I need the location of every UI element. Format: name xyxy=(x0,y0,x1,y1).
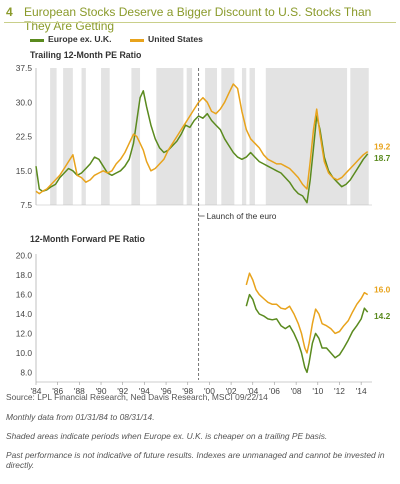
panel2-ytick-0: 20.0 xyxy=(16,251,33,261)
panel1-ytick-3: 15.0 xyxy=(16,166,33,176)
legend-label-us: United States xyxy=(148,34,203,44)
panel2-ytick-3: 14.0 xyxy=(16,309,33,319)
disclaimer-note: Past performance is not indicative of fu… xyxy=(6,450,385,470)
xtick-label-15: '14 xyxy=(356,386,367,396)
legend-swatch-us xyxy=(130,39,144,42)
xtick-label-11: '06 xyxy=(269,386,280,396)
chart-svg: Trailing 12-Month PE Ratio 37.5 30.0 22.5 15… xyxy=(16,50,391,396)
xtick-label-0: '84 xyxy=(31,386,42,396)
shaded-period-10 xyxy=(249,68,255,205)
title-rule xyxy=(4,22,396,23)
source-note: Source: LPL Financial Research, Ned Davi… xyxy=(6,392,268,402)
xtick-label-14: '12 xyxy=(334,386,345,396)
panel1-end-label-europe: 18.7 xyxy=(374,153,391,163)
panel2-ytick-6: 8.0 xyxy=(20,367,32,377)
legend-swatch-europe xyxy=(30,39,44,42)
xtick-label-10: '04 xyxy=(247,386,258,396)
panel1-ytick-1: 30.0 xyxy=(16,97,33,107)
monthly-note: Monthly data from 01/31/84 to 08/31/14. xyxy=(6,412,155,422)
legend-label-europe: Europe ex. U.K. xyxy=(48,34,112,44)
xtick-label-2: '88 xyxy=(74,386,85,396)
panel2-ytick-5: 10.0 xyxy=(16,348,33,358)
shaded-period-1 xyxy=(63,68,73,205)
shaded-period-0 xyxy=(50,68,57,205)
figure-number: 4 xyxy=(6,5,13,19)
euro-launch-label: Launch of the euro xyxy=(207,211,277,221)
shaded-note: Shaded areas indicate periods when Europ… xyxy=(6,431,328,441)
panel1-series-us xyxy=(35,83,369,195)
panel2-end-label-europe: 14.2 xyxy=(374,311,391,321)
panel2-end-label-us: 16.0 xyxy=(374,285,391,295)
panel1-ytick-4: 7.5 xyxy=(20,200,32,210)
panel1-ytick-2: 22.5 xyxy=(16,132,33,142)
panel2-ytick-4: 12.0 xyxy=(16,328,33,338)
panel2-title: 12-Month Forward PE Ratio xyxy=(30,234,145,244)
panel2-ytick-2: 16.0 xyxy=(16,290,33,300)
shaded-period-7 xyxy=(205,68,218,205)
xtick-label-6: '96 xyxy=(161,386,172,396)
xtick-label-9: '02 xyxy=(226,386,237,396)
shaded-period-6 xyxy=(186,68,193,205)
panel1-series-europe xyxy=(35,90,369,204)
xtick-label-13: '10 xyxy=(312,386,323,396)
xtick-label-8: '00 xyxy=(204,386,215,396)
shaded-period-12 xyxy=(350,68,369,205)
panel2-ytick-1: 18.0 xyxy=(16,270,33,280)
shaded-period-3 xyxy=(101,68,110,205)
xtick-label-7: '98 xyxy=(182,386,193,396)
shaded-period-11 xyxy=(265,68,348,205)
panel1-title: Trailing 12-Month PE Ratio xyxy=(30,50,142,60)
xtick-label-5: '94 xyxy=(139,386,150,396)
shaded-period-2 xyxy=(81,68,86,205)
panel2-series-europe xyxy=(245,293,369,374)
shaded-period-9 xyxy=(241,68,247,205)
xtick-label-12: '08 xyxy=(291,386,302,396)
xtick-label-4: '92 xyxy=(117,386,128,396)
xtick-label-1: '86 xyxy=(52,386,63,396)
panel2-series-us xyxy=(245,272,369,354)
panel1-end-label-us: 19.2 xyxy=(374,142,391,152)
panel1-ytick-0: 37.5 xyxy=(16,63,33,73)
xtick-label-3: '90 xyxy=(96,386,107,396)
